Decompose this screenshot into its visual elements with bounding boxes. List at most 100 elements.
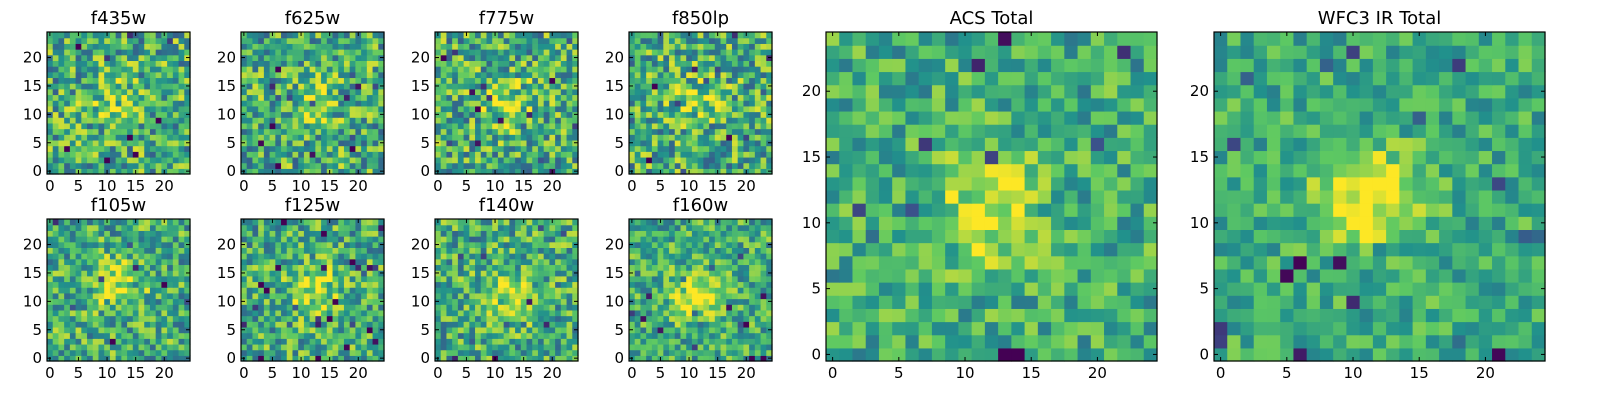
- heatmap-cell: [640, 156, 647, 164]
- heatmap-cell: [275, 94, 282, 101]
- heatmap-cell: [87, 343, 94, 351]
- x-tick-label: 10: [486, 177, 505, 195]
- heatmap-cell: [697, 49, 704, 56]
- heatmap-cell: [766, 332, 773, 339]
- heatmap-cell: [714, 156, 722, 164]
- heatmap-cell: [52, 60, 60, 67]
- heatmap-cell: [555, 94, 562, 101]
- heatmap-cell: [315, 117, 322, 124]
- heatmap-cell: [669, 71, 676, 79]
- heatmap-cell: [378, 88, 385, 96]
- heatmap-cell: [463, 94, 470, 101]
- heatmap-cell: [509, 71, 516, 79]
- heatmap-cell: [372, 219, 379, 226]
- heatmap-cell: [144, 241, 151, 248]
- panel-title: f140w: [479, 195, 534, 216]
- heatmap-cell: [737, 349, 744, 356]
- heatmap-cell: [543, 139, 550, 147]
- heatmap-cell: [720, 49, 727, 56]
- heatmap-cell: [326, 100, 334, 107]
- heatmap-cell: [703, 168, 710, 175]
- heatmap-cell: [286, 247, 294, 254]
- heatmap-cell: [286, 258, 294, 266]
- heatmap-cell: [361, 258, 368, 266]
- heatmap-cell: [515, 287, 522, 294]
- heatmap-cell: [252, 128, 259, 135]
- heatmap-cell: [731, 315, 739, 322]
- heatmap-cell: [309, 111, 316, 118]
- heatmap-cell: [686, 43, 693, 50]
- heatmap-cell: [446, 134, 453, 141]
- heatmap-cell: [509, 315, 516, 322]
- heatmap-cell: [651, 71, 659, 79]
- x-tick-label: 0: [239, 177, 249, 195]
- heatmap-cell: [440, 122, 448, 130]
- heatmap-cell: [144, 275, 151, 283]
- heatmap-cell: [269, 88, 276, 96]
- heatmap-cell: [543, 292, 550, 300]
- heatmap-cell: [321, 224, 328, 231]
- heatmap-cell: [321, 49, 328, 56]
- heatmap-cell: [634, 77, 642, 84]
- heatmap-cell: [509, 94, 516, 101]
- heatmap-cell: [640, 321, 647, 328]
- heatmap-cell: [760, 326, 767, 334]
- heatmap-cell: [172, 37, 180, 44]
- heatmap-cell: [292, 287, 299, 294]
- heatmap-cell: [144, 247, 151, 254]
- heatmap-cell: [92, 162, 100, 169]
- heatmap-cell: [629, 60, 636, 67]
- heatmap-cell: [669, 343, 676, 351]
- heatmap-cell: [92, 332, 100, 339]
- heatmap-cell: [749, 117, 756, 124]
- heatmap-cell: [463, 343, 470, 351]
- heatmap-cell: [292, 94, 299, 101]
- heatmap-cell: [509, 168, 516, 175]
- heatmap-cell: [509, 139, 516, 147]
- heatmap-cell: [703, 134, 710, 141]
- heatmap-cell: [281, 241, 288, 248]
- heatmap-cell: [691, 105, 699, 113]
- heatmap-cell: [178, 77, 185, 84]
- heatmap-cell: [281, 60, 288, 67]
- heatmap-cell: [115, 128, 122, 135]
- heatmap-cell: [178, 94, 185, 101]
- heatmap-cell: [115, 111, 122, 118]
- heatmap-cell: [515, 83, 522, 90]
- heatmap-cell: [760, 309, 767, 317]
- heatmap-cell: [115, 332, 122, 339]
- heatmap-cell: [115, 224, 122, 231]
- heatmap-cell: [309, 49, 316, 56]
- heatmap-cell: [714, 349, 722, 356]
- heatmap-cell: [480, 275, 488, 283]
- heatmap-cell: [167, 54, 174, 61]
- y-tick-label: 0: [614, 162, 624, 180]
- heatmap-cell: [92, 315, 100, 322]
- heatmap-cell: [572, 105, 579, 113]
- heatmap-cell: [326, 111, 334, 118]
- heatmap-cell: [515, 258, 522, 266]
- heatmap-cell: [286, 128, 294, 135]
- heatmap-cell: [361, 151, 368, 158]
- heatmap-cell: [252, 253, 259, 260]
- heatmap-cell: [440, 117, 448, 124]
- heatmap-cell: [674, 54, 682, 61]
- heatmap-cell: [566, 71, 573, 79]
- heatmap-cell: [246, 32, 254, 39]
- heatmap-cell: [634, 292, 642, 300]
- heatmap-cell: [332, 156, 339, 164]
- heatmap-cell: [532, 241, 539, 248]
- heatmap-cell: [492, 304, 499, 311]
- heatmap-cell: [144, 37, 151, 44]
- heatmap-cell: [52, 275, 60, 283]
- heatmap-cell: [241, 264, 248, 271]
- heatmap-cell: [127, 287, 134, 294]
- heatmap-cell: [69, 100, 77, 107]
- heatmap-cell: [338, 236, 345, 243]
- heatmap-cell: [509, 247, 516, 254]
- heatmap-cell: [75, 287, 82, 294]
- heatmap-cell: [309, 224, 316, 231]
- heatmap-cell: [634, 168, 642, 175]
- heatmap-cell: [343, 304, 351, 311]
- heatmap-cell: [52, 122, 60, 130]
